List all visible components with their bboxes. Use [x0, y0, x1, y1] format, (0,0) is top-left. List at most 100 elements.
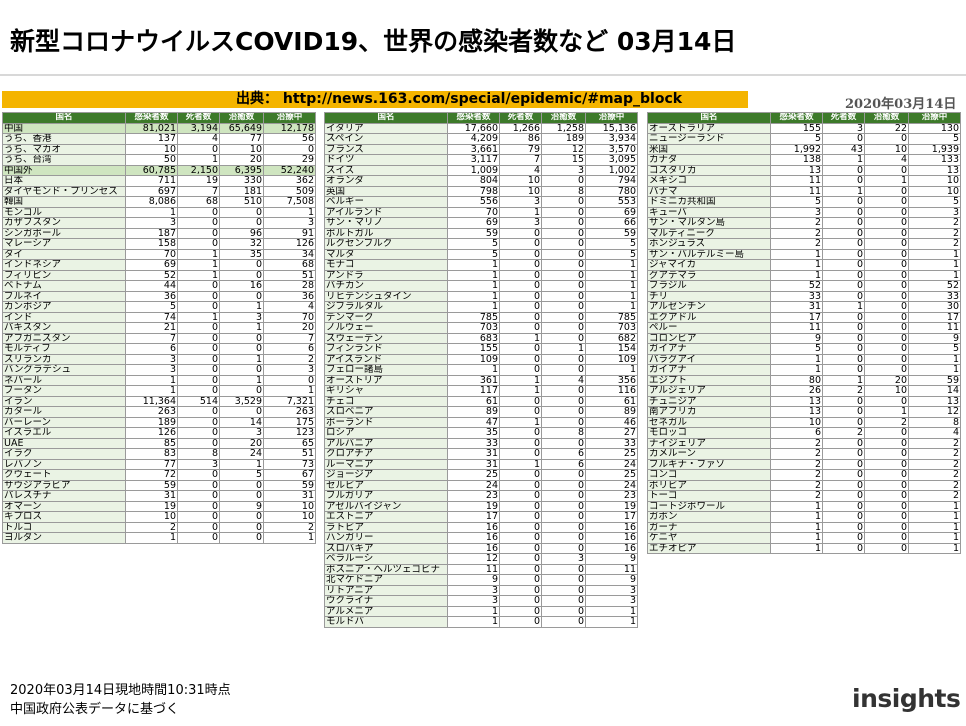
value-cell: 1: [125, 206, 178, 218]
column-header: 治療中: [585, 112, 638, 124]
value-cell: 1,258: [541, 122, 586, 134]
value-cell: 0: [822, 238, 865, 250]
country-cell: ネパール: [2, 374, 126, 386]
value-cell: 65: [263, 437, 316, 449]
data-table-2: 国名 感染者数 死者数 治癒数 治療中 イタリア 17,660 1,266 1,258 15,13…: [324, 112, 638, 628]
value-cell: 1: [822, 301, 865, 313]
value-cell: 86: [499, 133, 542, 145]
value-cell: 0: [177, 343, 220, 355]
value-cell: 0: [864, 448, 909, 460]
country-cell: ポルトガル: [324, 227, 448, 239]
value-cell: 0: [541, 511, 586, 523]
country-cell: ギリシャ: [324, 385, 448, 397]
value-cell: 0: [864, 353, 909, 365]
value-cell: 0: [177, 301, 220, 313]
table-row: コスタリカ 13 0 0 13: [647, 164, 961, 176]
value-cell: 0: [864, 196, 909, 208]
value-cell: 1: [908, 364, 961, 376]
value-cell: 3,570: [585, 143, 638, 155]
table-row: ベルギー 556 3 0 553: [324, 196, 638, 208]
value-cell: 0: [822, 248, 865, 260]
value-cell: 1: [177, 269, 220, 281]
value-cell: 9: [447, 574, 500, 586]
country-cell: 日本: [2, 175, 126, 187]
table-row: ルクセンブルク 5 0 0 5: [324, 238, 638, 250]
country-cell: キプロス: [2, 511, 126, 523]
country-cell: ジブラルタル: [324, 301, 448, 313]
value-cell: 0: [864, 238, 909, 250]
value-cell: 0: [864, 469, 909, 481]
value-cell: 23: [447, 490, 500, 502]
value-cell: 59: [125, 479, 178, 491]
value-cell: 0: [822, 458, 865, 470]
country-cell: ブルキナ・ファソ: [647, 458, 771, 470]
footer-source-note: 中国政府公表データに基づく: [10, 702, 180, 717]
country-cell: ナイジェリア: [647, 437, 771, 449]
value-cell: 0: [219, 364, 264, 376]
country-cell: イラン: [2, 395, 126, 407]
value-cell: 10: [499, 185, 542, 197]
value-cell: 3,661: [447, 143, 500, 155]
value-cell: 2: [908, 469, 961, 481]
value-cell: 361: [447, 374, 500, 386]
table-row: ヨルダン 1 0 0 1: [2, 532, 316, 544]
table-row: グアテマラ 1 0 0 1: [647, 269, 961, 281]
value-cell: 23: [585, 490, 638, 502]
value-cell: 0: [499, 469, 542, 481]
table-row: チェコ 61 0 0 61: [324, 395, 638, 407]
value-cell: 1: [263, 385, 316, 397]
value-cell: 1: [908, 542, 961, 554]
value-cell: 26: [770, 385, 823, 397]
value-cell: 16: [219, 280, 264, 292]
value-cell: 0: [499, 269, 542, 281]
value-cell: 0: [219, 479, 264, 491]
country-cell: シンガポール: [2, 227, 126, 239]
value-cell: 11: [908, 322, 961, 334]
country-cell: 米国: [647, 143, 771, 155]
value-cell: 130: [908, 122, 961, 134]
column-header: 死者数: [177, 112, 220, 124]
value-cell: 0: [541, 616, 586, 628]
table-row: パナマ 11 1 0 10: [647, 185, 961, 197]
table-header-row: 国名 感染者数 死者数 治癒数 治療中: [2, 112, 316, 124]
table-row: オランダ 804 10 0 794: [324, 175, 638, 187]
value-cell: 0: [499, 227, 542, 239]
country-cell: 英国: [324, 185, 448, 197]
value-cell: 2: [263, 353, 316, 365]
country-cell: カンボジア: [2, 301, 126, 313]
value-cell: 0: [219, 290, 264, 302]
country-cell: スペイン: [324, 133, 448, 145]
country-cell: モロッコ: [647, 427, 771, 439]
value-cell: 13: [770, 406, 823, 418]
value-cell: 1: [219, 458, 264, 470]
value-cell: 0: [822, 416, 865, 428]
value-cell: 1: [908, 353, 961, 365]
table-row: アゼルバイジャン 19 0 0 19: [324, 500, 638, 512]
country-cell: レバノン: [2, 458, 126, 470]
value-cell: 13: [908, 164, 961, 176]
country-cell: ブルネイ: [2, 290, 126, 302]
value-cell: 0: [541, 196, 586, 208]
value-cell: 780: [585, 185, 638, 197]
country-cell: デンマーク: [324, 311, 448, 323]
value-cell: 25: [585, 448, 638, 460]
table-row: うち、台湾 50 1 20 29: [2, 154, 316, 166]
country-cell: スロベニア: [324, 406, 448, 418]
value-cell: 16: [585, 542, 638, 554]
value-cell: 0: [177, 427, 220, 439]
value-cell: 68: [263, 259, 316, 271]
value-cell: 0: [177, 479, 220, 491]
table-row: ハンガリー 16 0 0 16: [324, 532, 638, 544]
value-cell: 0: [219, 217, 264, 229]
value-cell: 3: [908, 206, 961, 218]
country-cell: バングラデシュ: [2, 364, 126, 376]
country-cell: コロンビア: [647, 332, 771, 344]
country-cell: タイ: [2, 248, 126, 260]
country-cell: オランダ: [324, 175, 448, 187]
logo-text: insights: [852, 684, 961, 713]
value-cell: 19: [177, 175, 220, 187]
value-cell: 1: [585, 280, 638, 292]
value-cell: 1: [770, 532, 823, 544]
value-cell: 0: [219, 269, 264, 281]
value-cell: 1: [499, 458, 542, 470]
